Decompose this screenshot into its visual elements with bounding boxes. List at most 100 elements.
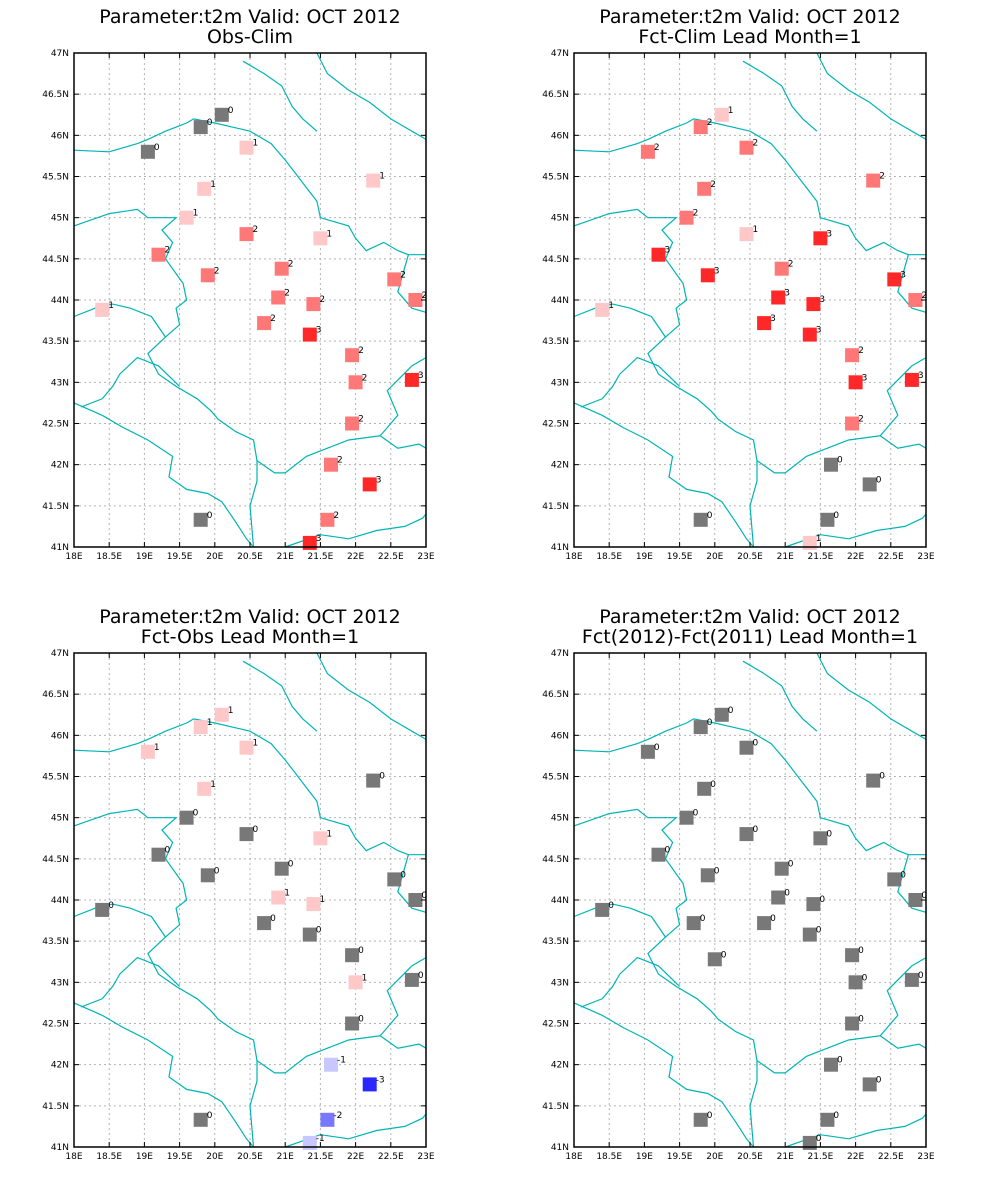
station-value: 0 bbox=[862, 973, 868, 983]
x-tick-label: 22E bbox=[847, 552, 864, 562]
station-marker bbox=[707, 952, 722, 967]
station-markers: 1 1 1 1 1 0 0 0 1 0 0 0 0 0 1 1 0 0 0 0 1 0 0 -1 -3 0 -2 -1 bbox=[95, 706, 427, 1150]
border-line bbox=[749, 460, 758, 548]
station-value: 0 bbox=[879, 772, 885, 782]
x-tick-label: 18E bbox=[65, 552, 82, 562]
x-tick-label: 20E bbox=[206, 1152, 223, 1162]
y-tick-label: 44.5N bbox=[42, 255, 69, 265]
border-line bbox=[573, 1002, 754, 1148]
station-marker bbox=[774, 861, 789, 876]
station-marker bbox=[679, 210, 694, 225]
border-line bbox=[73, 118, 426, 256]
station-marker bbox=[802, 1135, 817, 1150]
border-line bbox=[379, 357, 427, 437]
station-marker bbox=[640, 144, 655, 159]
border-line bbox=[749, 1060, 758, 1148]
station-marker bbox=[686, 916, 701, 931]
x-tick-label: 23E bbox=[417, 552, 434, 562]
station-marker bbox=[693, 120, 708, 135]
x-tick-label: 22E bbox=[347, 552, 364, 562]
station-marker bbox=[302, 327, 317, 342]
x-tick-label: 21.5E bbox=[308, 1152, 334, 1162]
x-tick-label: 20.5E bbox=[737, 552, 763, 562]
border-line bbox=[816, 52, 927, 140]
x-tick-label: 18E bbox=[565, 1152, 582, 1162]
station-value: 2 bbox=[753, 139, 759, 149]
y-tick-label: 42.5N bbox=[42, 1020, 69, 1030]
station-value: 2 bbox=[858, 415, 864, 425]
y-tick-label: 45.5N bbox=[542, 773, 569, 783]
country-borders bbox=[73, 652, 427, 1148]
station-marker bbox=[904, 372, 919, 387]
y-tick-label: 45N bbox=[551, 814, 569, 824]
station-value: 1 bbox=[253, 139, 259, 149]
station-value: 1 bbox=[608, 301, 614, 311]
map-panel-obs-clim: Parameter:t2m Valid: OCT 2012Obs-Clim000… bbox=[42, 6, 435, 562]
y-tick-label: 43N bbox=[51, 978, 69, 988]
station-value: 0 bbox=[837, 1056, 843, 1066]
station-marker bbox=[151, 847, 166, 862]
x-tick-label: 18.5E bbox=[596, 552, 622, 562]
station-value: 2 bbox=[421, 291, 427, 301]
y-tick-label: 41.5N bbox=[542, 502, 569, 512]
station-value: 3 bbox=[918, 371, 924, 381]
station-value: 3 bbox=[900, 270, 906, 280]
station-marker bbox=[806, 297, 821, 312]
y-tick-label: 44.5N bbox=[542, 855, 569, 865]
station-value: 1 bbox=[319, 895, 325, 905]
station-value: 3 bbox=[316, 326, 322, 336]
station-value: 3 bbox=[816, 326, 822, 336]
station-value: 0 bbox=[707, 511, 713, 521]
station-marker bbox=[302, 927, 317, 942]
y-tick-label: 46N bbox=[51, 731, 69, 741]
station-marker bbox=[271, 290, 286, 305]
x-tick-label: 18E bbox=[565, 552, 582, 562]
station-value: 2 bbox=[288, 260, 294, 270]
border-line bbox=[316, 52, 427, 140]
station-value: 2 bbox=[788, 260, 794, 270]
station-marker bbox=[214, 707, 229, 722]
station-value: 0 bbox=[858, 1015, 864, 1025]
station-value: 0 bbox=[918, 971, 924, 981]
country-borders bbox=[573, 52, 927, 548]
station-marker bbox=[193, 512, 208, 527]
y-tick-label: 41.5N bbox=[542, 1102, 569, 1112]
y-tick-label: 47N bbox=[551, 649, 569, 659]
border-line bbox=[73, 718, 426, 856]
x-tick-label: 21E bbox=[777, 552, 794, 562]
grid-lines bbox=[574, 653, 926, 1147]
station-value: 2 bbox=[358, 346, 364, 356]
panel-title: Parameter:t2m Valid: OCT 2012 bbox=[599, 6, 900, 28]
station-marker bbox=[813, 231, 828, 246]
station-marker bbox=[739, 227, 754, 242]
x-tick-label: 19E bbox=[136, 1152, 153, 1162]
y-tick-label: 45.5N bbox=[542, 173, 569, 183]
border-line bbox=[816, 652, 927, 740]
station-marker bbox=[739, 140, 754, 155]
station-value: 0 bbox=[654, 743, 660, 753]
border-line bbox=[249, 460, 258, 548]
station-marker bbox=[887, 872, 902, 887]
station-value: 3 bbox=[665, 246, 671, 256]
x-tick-label: 19E bbox=[636, 1152, 653, 1162]
panel-title: Parameter:t2m Valid: OCT 2012 bbox=[99, 6, 400, 28]
y-tick-label: 46N bbox=[51, 131, 69, 141]
station-marker bbox=[179, 210, 194, 225]
station-value: 1 bbox=[753, 225, 759, 235]
station-value: 2 bbox=[921, 291, 927, 301]
station-marker bbox=[908, 893, 923, 907]
x-tick-label: 23E bbox=[917, 552, 934, 562]
station-value: 2 bbox=[253, 225, 259, 235]
x-tick-label: 20.5E bbox=[737, 1152, 763, 1162]
station-value: 0 bbox=[753, 825, 759, 835]
x-tick-label: 21.5E bbox=[808, 1152, 834, 1162]
x-tick-label: 20.5E bbox=[237, 552, 263, 562]
station-value: 2 bbox=[358, 415, 364, 425]
station-marker bbox=[802, 535, 817, 550]
y-tick-label: 46.5N bbox=[542, 690, 569, 700]
station-value: 1 bbox=[210, 780, 216, 790]
station-value: 0 bbox=[228, 106, 234, 116]
station-marker bbox=[140, 144, 155, 159]
station-value: 0 bbox=[358, 946, 364, 956]
axis-ticks: 18E 18.5E 19E 19.5E 20E 20.5E 21E 21.5E 22E 22.5E… bbox=[542, 49, 935, 562]
